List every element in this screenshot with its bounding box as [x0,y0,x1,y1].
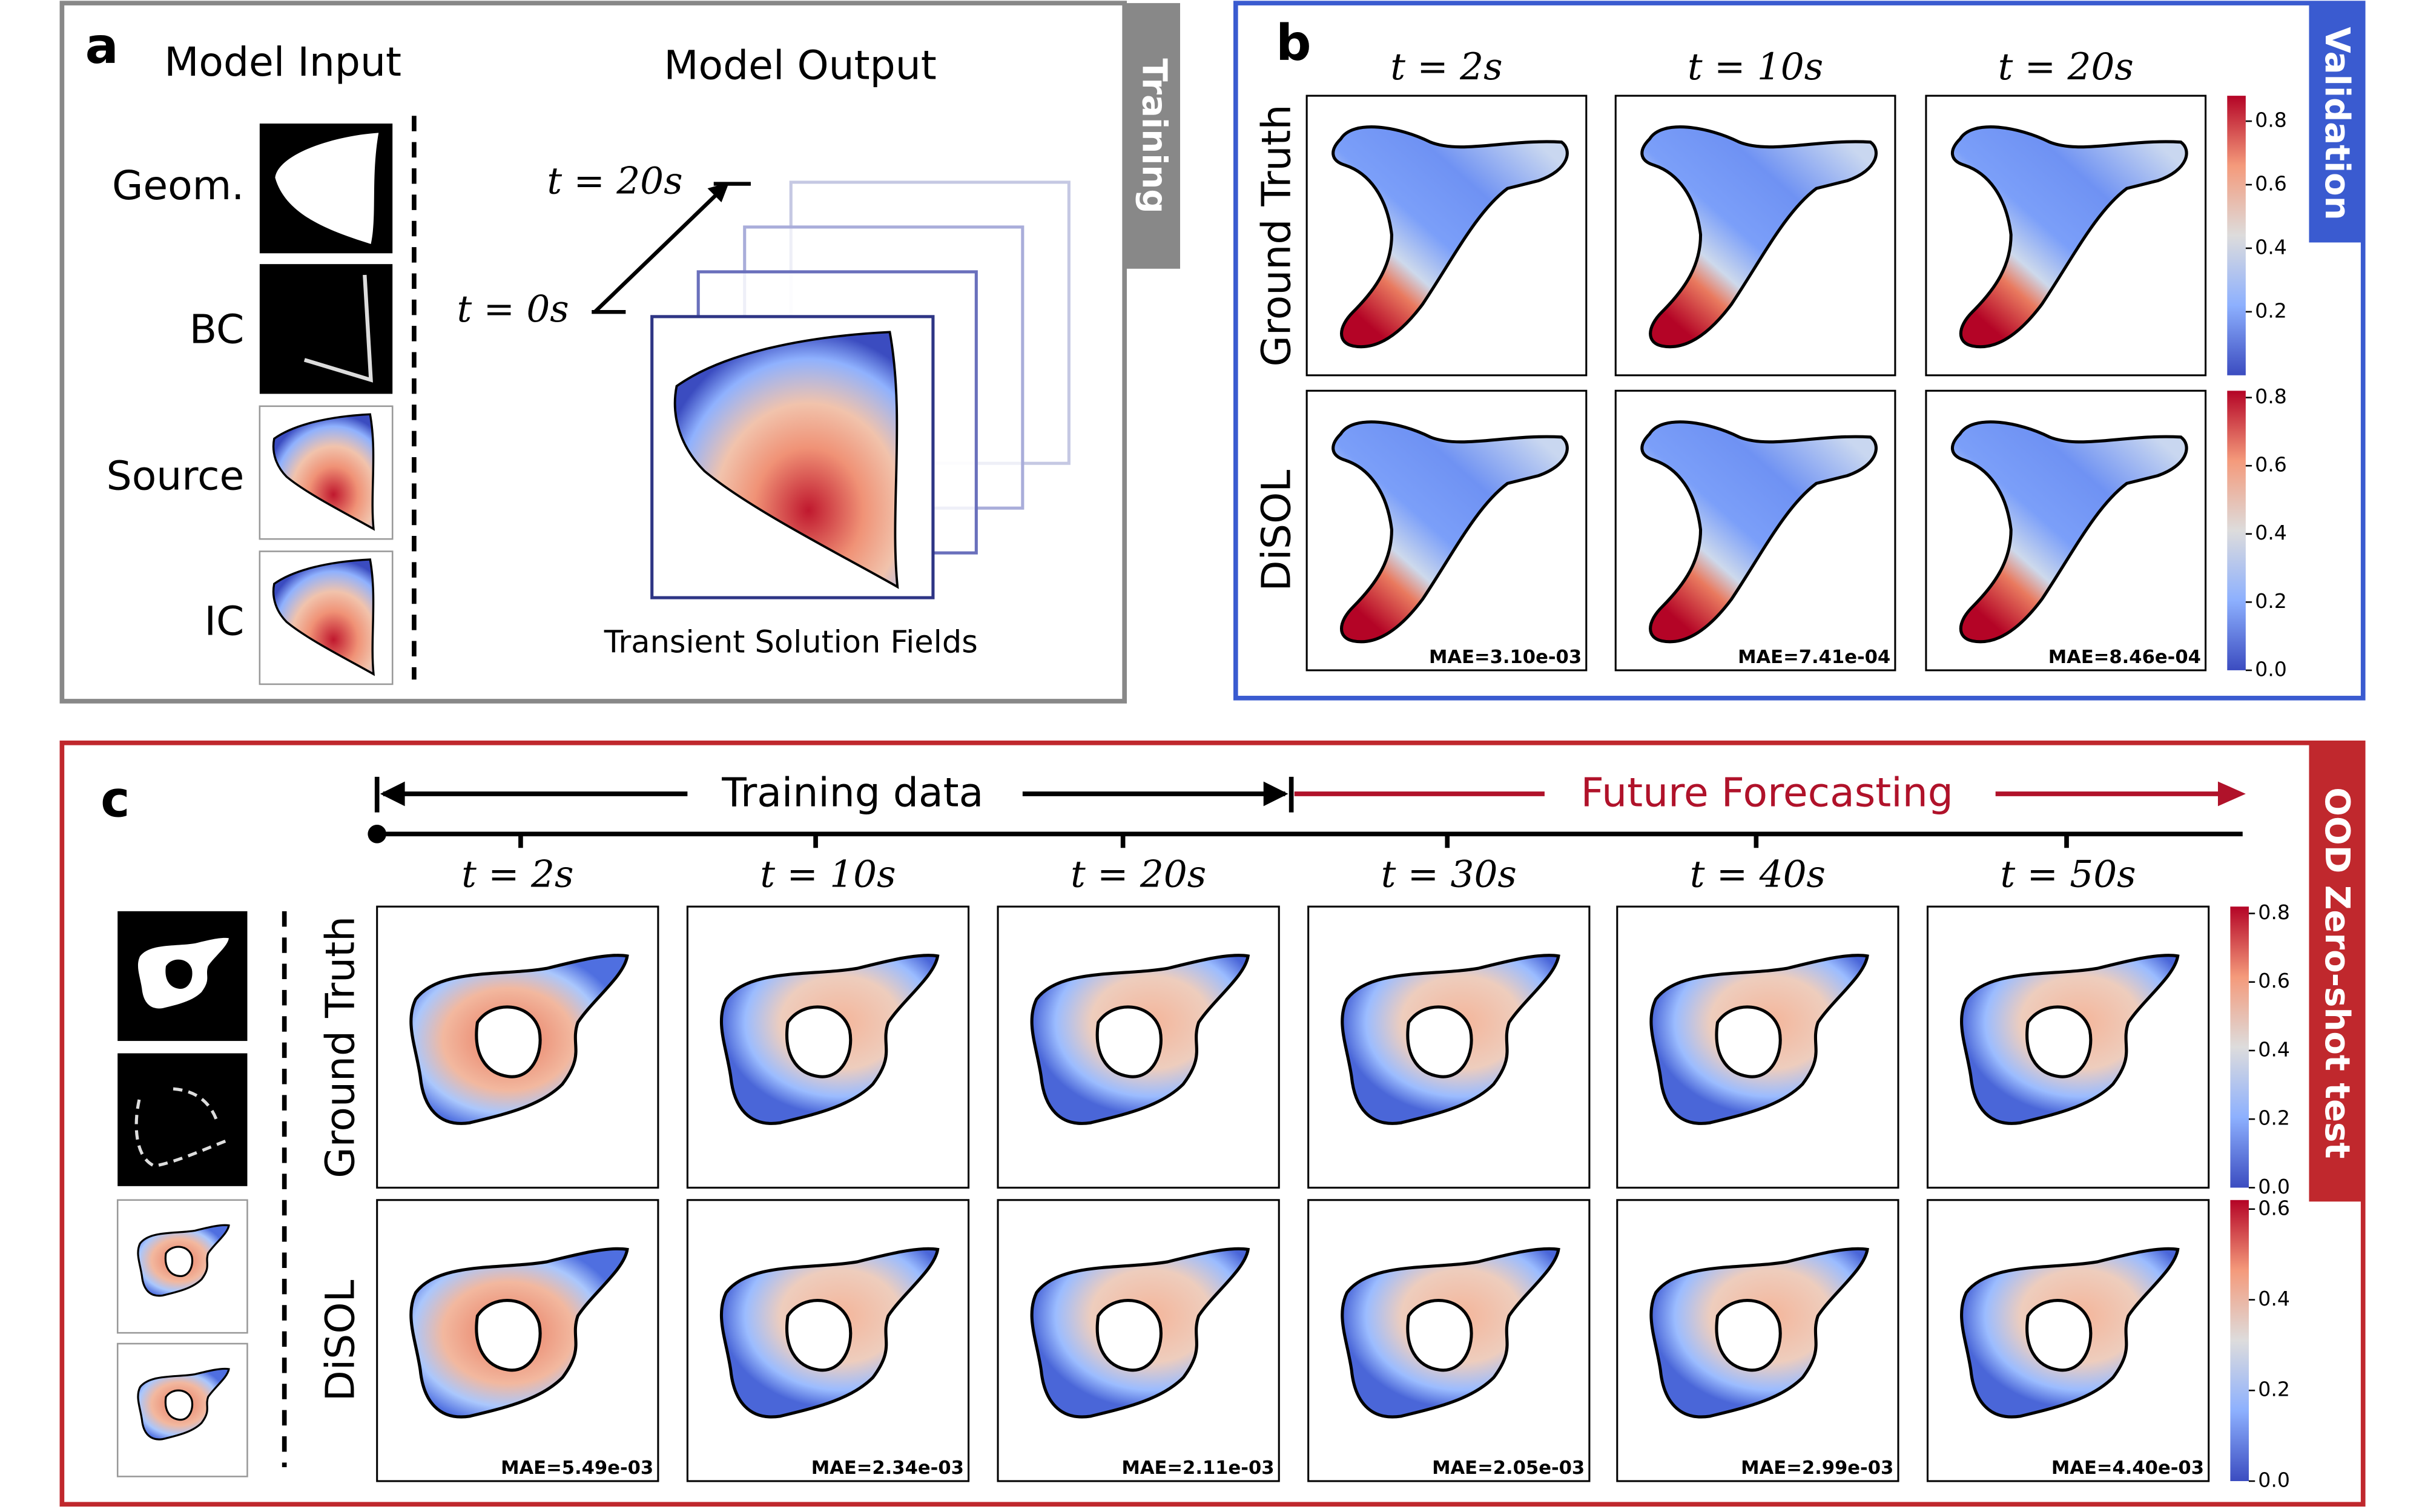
colorbar-tick-label: 0.2 [2258,1378,2290,1401]
geom-image [117,911,248,1042]
arrow [593,183,728,314]
colorbar-tick-label: 0.4 [2255,521,2287,544]
time-label: t = 20s [1071,853,1206,896]
panel-label: b [1276,15,1311,72]
ood-tab [2309,742,2363,1202]
time-label: t = 2s [461,853,573,896]
mae-label: MAE=2.11e-03 [1121,1458,1274,1479]
colorbar-tick-label: 0.2 [2255,299,2287,322]
colorbar-tick-label: 0.0 [2258,1468,2290,1491]
colorbar-tick-label: 0.6 [2255,453,2287,477]
time-label: t = 10s [1688,45,1823,88]
colorbar-tick-label: 0.8 [2255,385,2287,408]
colorbar-tick-label: 0.2 [2258,1106,2290,1130]
colorbar-tick-label: 0.8 [2258,900,2290,924]
heading: Model Output [664,41,936,88]
side-label: Validation [2317,27,2357,220]
mae-label: MAE=2.05e-03 [1432,1458,1585,1479]
heading: Model Input [164,38,401,85]
time-label: t = 0s [457,288,569,331]
colorbar [2227,391,2246,670]
geom-shape [275,133,379,244]
mae-label: MAE=8.46e-04 [2048,647,2201,668]
input-label: BC [190,305,245,352]
colorbar [2227,96,2246,375]
row-label: Ground Truth [1252,104,1299,366]
stack [650,180,1071,599]
time-label: t = 20s [547,160,682,203]
colorbar-tick-label: 0.6 [2258,969,2290,992]
training-label: Training data [721,769,983,816]
colorbar-tick-label: 0.0 [2255,657,2287,681]
colorbar-tick-label: 0.6 [2258,1196,2290,1220]
side-label: OOD Zero-shot test [2317,787,2357,1158]
input-label: Geom. [112,162,244,209]
row-label: DiSOL [317,1279,364,1401]
ic-image [116,1342,248,1477]
bc-image [259,264,393,394]
timeline-start [368,825,386,843]
time-label: t = 10s [760,853,896,896]
mae-label: MAE=7.41e-04 [1738,647,1890,668]
colorbar [2230,906,2249,1188]
colorbar-tick-label: 0.0 [2258,1175,2290,1198]
panel-label: c [101,771,130,829]
colorbar-tick-label: 0.6 [2255,172,2287,196]
row-label: DiSOL [1252,470,1299,592]
time-label: t = 50s [2001,853,2136,896]
time-label: t = 20s [1998,45,2134,88]
bc-lines [303,274,373,383]
mae-label: MAE=2.99e-03 [1741,1458,1893,1479]
bc-lines [134,1087,229,1168]
validation-tab [2309,3,2363,243]
colorbar [2230,1200,2249,1481]
source-image [116,1199,248,1334]
mae-label: MAE=5.49e-03 [501,1458,653,1479]
panel-a-frame [59,1,1127,704]
time-label: t = 2s [1390,45,1502,88]
colorbar-tick-label: 0.4 [2258,1287,2290,1310]
arrow-head [2217,781,2246,807]
colorbar-tick-label: 0.4 [2255,235,2287,259]
mae-label: MAE=2.34e-03 [811,1458,964,1479]
row-label: Ground Truth [317,916,364,1178]
mae-label: MAE=4.40e-03 [2051,1458,2204,1479]
bc-image [117,1053,248,1186]
caption: Transient Solution Fields [604,625,978,661]
arrow-head [707,182,730,203]
arrow-head [1263,781,1289,807]
colorbar-tick-label: 0.8 [2255,108,2287,132]
input-label: IC [205,597,245,644]
time-label: t = 40s [1690,853,1826,896]
side-label: Training [1134,58,1173,213]
training-tab [1124,3,1180,269]
time-label: t = 30s [1381,853,1517,896]
panel-label: a [85,18,119,75]
mae-label: MAE=3.10e-03 [1429,647,1582,668]
colorbar-tick-label: 0.4 [2258,1037,2290,1061]
panel-b-frame [1233,1,2366,701]
arrow-head [380,781,405,807]
colorbar-tick-label: 0.2 [2255,589,2287,613]
input-label: Source [107,452,245,500]
forecast-label: Future Forecasting [1581,769,1953,816]
